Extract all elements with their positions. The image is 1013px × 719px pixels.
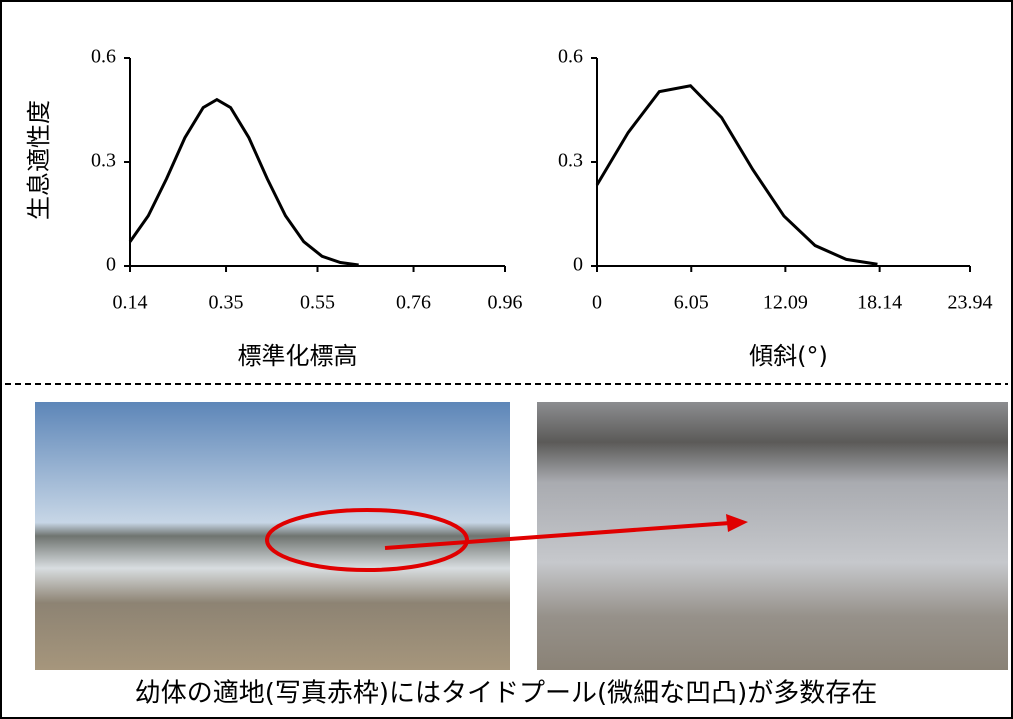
y-tick-label: 0.3 — [558, 150, 583, 172]
y-tick-label: 0.6 — [558, 46, 583, 68]
x-tick-label: 0.55 — [300, 292, 335, 314]
x-axis-title: 標準化標高 — [238, 342, 358, 370]
photo-right — [537, 402, 1008, 670]
x-tick-label: 0.76 — [396, 292, 431, 314]
x-tick-label: 18.14 — [857, 292, 902, 314]
y-tick-label: 0.6 — [91, 46, 116, 68]
y-tick-label: 0 — [573, 254, 583, 276]
curve — [130, 100, 359, 265]
x-tick-label: 0.35 — [209, 292, 244, 314]
photo-left — [35, 402, 510, 670]
x-tick-label: 0.96 — [488, 292, 523, 314]
x-tick-label: 0 — [592, 292, 602, 314]
figure: 幼体の適地(写真赤枠)にはタイドプール(微細な凹凸)が多数存在 0 0.3 0.6 0… — [0, 0, 1013, 719]
curve — [597, 86, 877, 265]
x-tick-label: 12.09 — [763, 292, 808, 314]
x-axis-title: 傾斜(°) — [749, 342, 828, 370]
x-tick-label: 0.14 — [113, 292, 148, 314]
caption: 幼体の適地(写真赤枠)にはタイドプール(微細な凹凸)が多数存在 — [135, 679, 878, 709]
y-tick-label: 0 — [106, 254, 116, 276]
x-tick-label: 6.05 — [674, 292, 709, 314]
x-tick-label: 23.94 — [948, 292, 993, 314]
y-axis-title: 生息適性度 — [25, 100, 53, 220]
y-tick-label: 0.3 — [91, 150, 116, 172]
